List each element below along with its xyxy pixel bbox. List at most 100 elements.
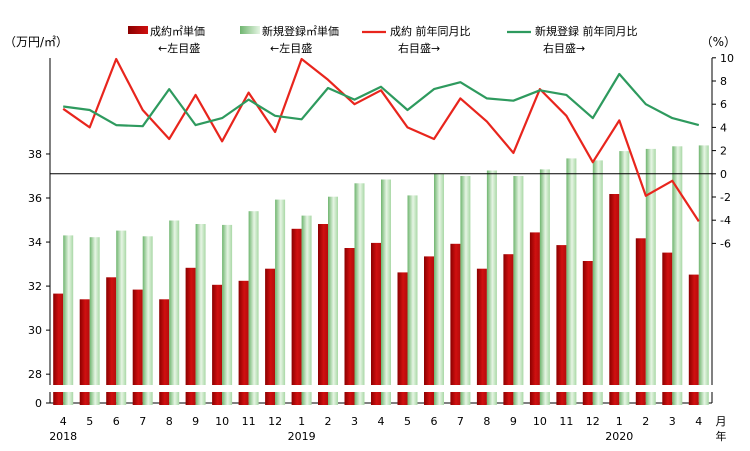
legend-sublabel: 右目盛→	[543, 41, 585, 55]
bar-new-listing	[460, 176, 471, 405]
legend-label: 新規登録 前年同月比	[535, 24, 638, 38]
bar-contract	[424, 256, 434, 405]
right-tick-label: 0	[720, 168, 727, 181]
bar-contract	[529, 232, 540, 405]
right-tick-label: 2	[720, 145, 727, 158]
left-tick-label: 38	[28, 148, 42, 161]
month-unit: 月	[716, 415, 727, 428]
right-axis-unit: （%）	[701, 35, 736, 49]
bar-new-listing	[672, 146, 683, 406]
bar-new-listing	[248, 211, 259, 405]
x-tick-label: 3	[669, 415, 676, 428]
legend-sublabel: ←左目盛	[270, 41, 312, 55]
x-tick-label: 4	[695, 415, 702, 428]
x-tick-label: 6	[431, 415, 438, 428]
bar-new-listing	[169, 220, 180, 405]
left-tick-label: 28	[28, 368, 42, 381]
bar-new-listing	[407, 195, 418, 405]
x-tick-label: 5	[404, 415, 411, 428]
right-tick-label: -2	[720, 191, 731, 204]
left-tick-label: 34	[28, 236, 42, 249]
left-axis-unit: （万円/㎡）	[4, 35, 68, 49]
x-tick-label: 1	[298, 415, 305, 428]
bar-contract	[688, 274, 699, 405]
x-tick-label: 2	[325, 415, 332, 428]
legend-swatch	[240, 26, 260, 34]
x-tick-label: 11	[559, 415, 573, 428]
bar-contract	[79, 299, 90, 405]
line-new-listing-yoy	[63, 72, 700, 128]
legend-label: 成約㎡単価	[150, 24, 205, 38]
bar-contract	[106, 277, 117, 405]
x-tick-label: 8	[166, 415, 173, 428]
bar-new-listing	[698, 145, 709, 405]
right-tick-label: 8	[720, 75, 727, 88]
bar-contract	[238, 280, 249, 405]
bar-contract	[609, 194, 620, 405]
x-tick-label: 10	[533, 415, 547, 428]
bar-contract	[265, 268, 276, 405]
left-tick-label: 30	[28, 324, 42, 337]
bar-contract	[582, 261, 593, 405]
left-tick-label: 32	[28, 280, 42, 293]
right-tick-label: -6	[720, 237, 731, 250]
year-unit: 年	[716, 429, 727, 443]
x-tick-label: 9	[510, 415, 517, 428]
bar-contract	[132, 289, 143, 405]
left-tick-label: 36	[28, 192, 42, 205]
bar-contract	[503, 254, 514, 405]
legend-label: 新規登録㎡単価	[262, 24, 339, 38]
x-tick-label: 12	[586, 415, 600, 428]
x-tick-label: 7	[457, 415, 464, 428]
left-tick-label: 0	[35, 397, 42, 410]
right-tick-label: -4	[720, 214, 731, 227]
axis-break	[1, 385, 738, 392]
bar-contract	[476, 268, 487, 405]
right-tick-label: 10	[720, 52, 734, 65]
bar-new-listing	[116, 230, 127, 405]
bar-contract	[53, 293, 64, 405]
bar-new-listing	[195, 224, 206, 405]
x-tick-label: 12	[268, 415, 282, 428]
year-label: 2019	[288, 430, 316, 443]
bar-contract	[344, 248, 355, 405]
bar-new-listing	[619, 151, 630, 405]
bar-contract	[635, 238, 646, 405]
x-tick-label: 7	[139, 415, 146, 428]
bar-contract	[450, 243, 461, 405]
bar-new-listing	[513, 176, 524, 405]
x-tick-label: 6	[113, 415, 120, 428]
x-tick-label: 2	[642, 415, 649, 428]
bar-new-listing	[301, 215, 312, 405]
bar-new-listing	[275, 199, 286, 405]
bar-contract	[159, 299, 170, 405]
x-tick-label: 3	[351, 415, 358, 428]
x-tick-label: 1	[616, 415, 623, 428]
bar-contract	[662, 252, 673, 405]
bar-contract	[371, 242, 381, 405]
x-tick-label: 11	[242, 415, 256, 428]
bar-new-listing	[434, 174, 444, 405]
bar-contract	[291, 228, 302, 405]
bar-new-listing	[328, 196, 338, 405]
x-tick-label: 4	[378, 415, 385, 428]
bar-contract	[397, 272, 408, 405]
bar-new-listing	[645, 148, 656, 405]
bar-contract	[556, 245, 567, 405]
x-tick-label: 8	[483, 415, 490, 428]
line-contract-yoy	[62, 57, 700, 223]
legend-sublabel: ←左目盛	[158, 41, 200, 55]
bar-new-listing	[89, 237, 100, 405]
bar-new-listing	[592, 160, 603, 405]
bar-contract	[318, 224, 328, 405]
x-tick-label: 9	[192, 415, 199, 428]
year-label: 2020	[605, 430, 633, 443]
legend-label: 成約 前年同月比	[390, 24, 471, 38]
right-tick-label: 4	[720, 121, 727, 134]
bar-new-listing	[539, 169, 550, 405]
bar-new-listing	[354, 183, 365, 405]
x-tick-label: 5	[86, 415, 93, 428]
